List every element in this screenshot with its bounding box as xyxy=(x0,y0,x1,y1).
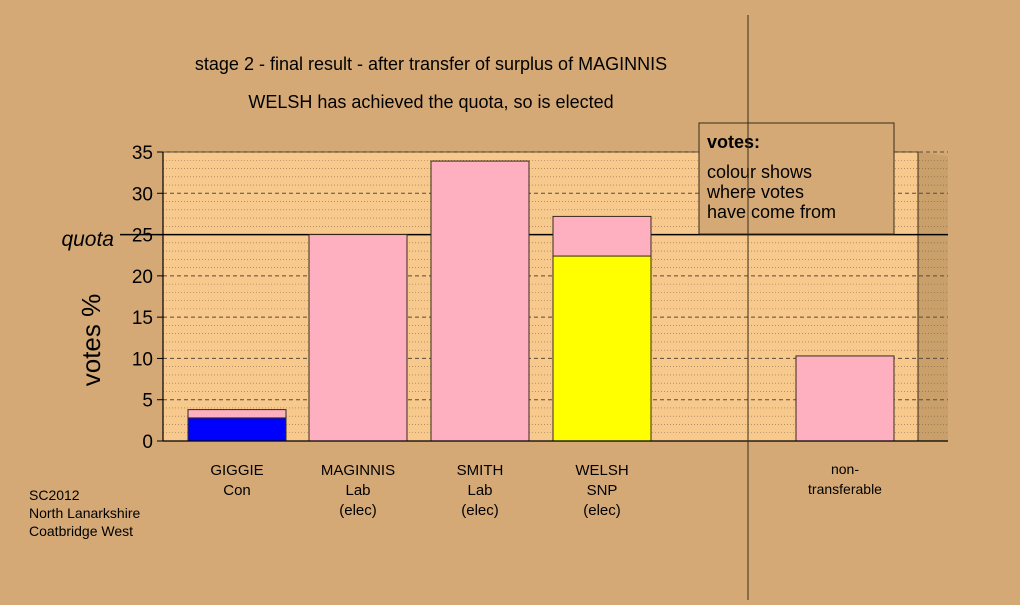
y-tick-label-20: 20 xyxy=(132,267,153,288)
x-label-3-line-1: SNP xyxy=(587,482,618,499)
x-label-3-line-0: WELSH xyxy=(575,462,628,479)
legend-title: votes: xyxy=(707,132,760,152)
x-label-0-line-0: GIGGIE xyxy=(210,462,263,479)
footer-line-2: North Lanarkshire xyxy=(29,505,140,521)
bar-4-segment-0 xyxy=(795,355,895,442)
legend-line-3: have come from xyxy=(707,202,836,222)
legend-line-2: where votes xyxy=(706,182,804,202)
x-category-labels: GIGGIE Con MAGINNIS Lab (elec) SMITH Lab (elec)… xyxy=(210,461,882,519)
legend-box xyxy=(698,122,895,235)
x-label-2-line-0: SMITH xyxy=(457,462,504,479)
bar-3-segment-0 xyxy=(552,255,652,442)
x-label-1-line-2: (elec) xyxy=(339,502,377,519)
footer: SC2012 North Lanarkshire Coatbridge West xyxy=(29,487,140,539)
legend: votes: colour shows where votes have com… xyxy=(698,122,895,235)
x-label-1-line-0: MAGINNIS xyxy=(321,462,395,479)
bar-0-segment-0 xyxy=(187,417,287,442)
y-tick-label-5: 5 xyxy=(142,391,153,412)
axes xyxy=(162,152,948,442)
x-label-2-line-2: (elec) xyxy=(461,502,499,519)
legend-line-1: colour shows xyxy=(707,162,812,182)
y-axis-label: votes % xyxy=(76,294,106,387)
y-tick-label-0: 0 xyxy=(142,432,153,453)
plot-back-wall xyxy=(918,152,948,441)
y-tick-label-30: 30 xyxy=(132,184,153,205)
bar-0-segment-1 xyxy=(187,409,287,419)
x-label-3-line-2: (elec) xyxy=(583,502,621,519)
y-tick-label-25: 25 xyxy=(132,226,153,247)
x-label-0-line-1: Con xyxy=(223,482,251,499)
bar-1-segment-0 xyxy=(308,234,408,442)
bar-3-segment-1 xyxy=(552,215,652,257)
footer-line-3: Coatbridge West xyxy=(29,523,133,539)
bar-2-segment-0 xyxy=(430,160,530,442)
chart-title: stage 2 - final result - after transfer … xyxy=(195,54,667,74)
chart-subtitle: WELSH has achieved the quota, so is elec… xyxy=(248,92,613,112)
y-tick-label-15: 15 xyxy=(132,308,153,329)
bars xyxy=(187,160,895,442)
x-label-4-line-1: transferable xyxy=(808,481,882,497)
y-tick-label-10: 10 xyxy=(132,349,153,370)
x-label-1-line-1: Lab xyxy=(345,482,370,499)
quota-label: quota xyxy=(61,228,114,251)
y-tick-labels: 0 5 10 15 20 25 30 35 xyxy=(132,143,163,453)
y-tick-label-35: 35 xyxy=(132,143,153,164)
footer-line-1: SC2012 xyxy=(29,487,80,503)
x-label-4-line-0: non- xyxy=(831,461,859,477)
x-label-2-line-1: Lab xyxy=(467,482,492,499)
